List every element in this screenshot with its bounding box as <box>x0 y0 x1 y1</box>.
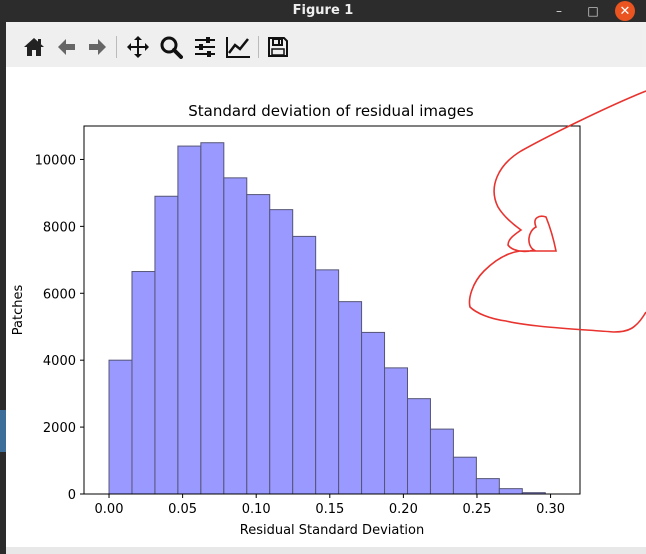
histogram-bar <box>292 235 317 495</box>
forward-button[interactable] <box>85 34 111 60</box>
histogram-bar <box>177 145 202 495</box>
title-bar: Figure 1 – □ ✕ <box>0 0 646 22</box>
figure-canvas[interactable]: Standard deviation of residual images 0.… <box>6 67 646 547</box>
maximize-button[interactable]: □ <box>587 4 599 18</box>
y-tick-label: 8000 <box>43 220 76 235</box>
window-title: Figure 1 <box>292 3 354 18</box>
background-window-accent <box>0 410 6 452</box>
x-tick-label: 0.25 <box>462 502 491 517</box>
y-tick-label: 2000 <box>43 421 76 436</box>
background-window-edge <box>0 22 6 554</box>
histogram-bar <box>384 367 409 495</box>
histogram-bar <box>338 301 363 495</box>
histogram-bar <box>315 269 340 495</box>
zoom-button[interactable] <box>158 34 184 60</box>
histogram-bar <box>475 478 500 495</box>
histogram-bar <box>361 331 386 495</box>
histogram-bar <box>154 195 179 495</box>
forward-arrow-icon <box>89 39 106 55</box>
home-icon <box>24 38 44 56</box>
y-tick-label: 4000 <box>43 354 76 369</box>
save-icon <box>268 37 288 57</box>
plot-frame <box>83 125 581 495</box>
y-axis-ticks: 0 2000 4000 6000 8000 10000 <box>35 153 84 503</box>
histogram-bar <box>108 359 133 495</box>
histogram-bar <box>246 194 271 495</box>
histogram-bar <box>498 488 523 495</box>
subplots-config-button[interactable] <box>192 34 218 60</box>
edit-axes-icon <box>226 37 250 58</box>
pan-icon <box>127 36 149 58</box>
red-annotation-scribble <box>468 90 646 333</box>
y-axis-label: Patches <box>11 285 26 336</box>
y-tick-label: 10000 <box>35 153 76 168</box>
status-bar <box>6 547 646 554</box>
histogram-chart: Standard deviation of residual images 0.… <box>11 90 646 538</box>
histogram-bar <box>223 177 248 495</box>
histogram-bar <box>200 142 225 495</box>
x-tick-label: 0.15 <box>315 502 344 517</box>
home-button[interactable] <box>21 34 47 60</box>
close-button[interactable]: ✕ <box>615 1 635 21</box>
x-axis-label: Residual Standard Deviation <box>240 523 425 538</box>
subplots-config-icon <box>195 37 215 57</box>
x-tick-label: 0.20 <box>389 502 418 517</box>
x-tick-label: 0.00 <box>95 502 124 517</box>
histogram-bars <box>108 142 546 495</box>
y-tick-label: 0 <box>68 488 76 503</box>
x-axis-ticks: 0.00 0.05 0.10 0.15 0.20 0.25 0.30 <box>95 494 565 517</box>
histogram-bar <box>269 209 294 495</box>
x-tick-label: 0.05 <box>168 502 197 517</box>
toolbar-separator <box>116 36 117 58</box>
minimize-button[interactable]: – <box>556 4 562 18</box>
histogram-bar <box>452 456 477 495</box>
edit-axes-button[interactable] <box>225 34 251 60</box>
x-tick-label: 0.10 <box>242 502 271 517</box>
pan-button[interactable] <box>125 34 151 60</box>
histogram-bar <box>429 428 454 495</box>
back-arrow-icon <box>58 39 75 55</box>
x-tick-label: 0.30 <box>536 502 565 517</box>
back-button[interactable] <box>53 34 79 60</box>
save-button[interactable] <box>265 34 291 60</box>
histogram-bar <box>407 398 431 495</box>
zoom-icon <box>160 36 183 59</box>
chart-title: Standard deviation of residual images <box>188 102 474 120</box>
navigation-toolbar <box>6 27 642 67</box>
histogram-bar <box>131 271 156 495</box>
toolbar-separator <box>258 36 259 58</box>
y-tick-label: 6000 <box>43 287 76 302</box>
